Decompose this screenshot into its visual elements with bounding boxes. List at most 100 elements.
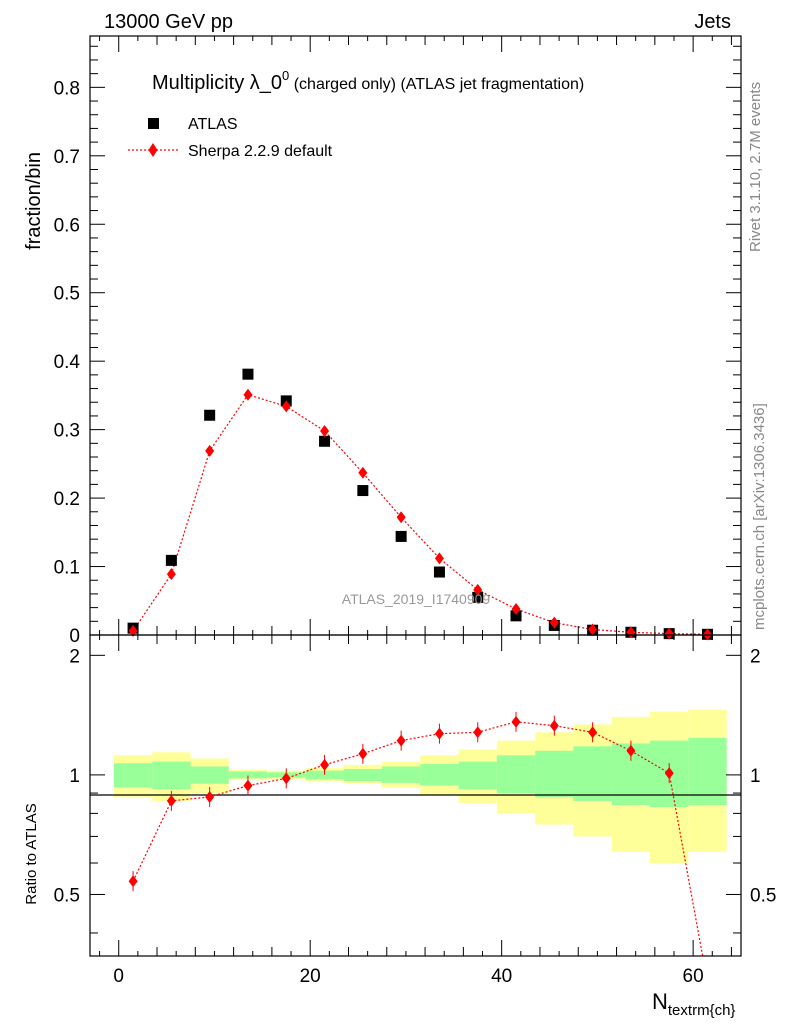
chart-title: Multiplicity λ_00 (charged only) (ATLAS … xyxy=(152,68,584,94)
ratio-mc-series xyxy=(128,711,704,956)
x-tick-label: 0 xyxy=(113,966,124,987)
data-point xyxy=(433,566,445,578)
mc-point xyxy=(128,624,138,637)
band-inner-bin xyxy=(190,766,229,784)
data-point xyxy=(472,591,484,603)
mc-point xyxy=(320,424,330,437)
data-point xyxy=(319,435,331,447)
band-inner-bin xyxy=(573,746,612,801)
chart-title-suffix: (charged only) (ATLAS jet fragmentation) xyxy=(289,76,584,93)
main-y-axis-label: fraction/bin xyxy=(23,152,45,250)
y-tick-label: 0.5 xyxy=(54,284,80,305)
mc-point xyxy=(358,466,368,479)
rivet-version-label: Rivet 3.1.10, 2.7M events xyxy=(747,82,764,252)
band-inner-bin xyxy=(535,750,574,797)
ratio-mc-point xyxy=(166,794,176,807)
chart-title-superscript: 0 xyxy=(282,68,289,83)
main-panel: ATLAS_2019_I1740909 00.10.20.30.40.50.60… xyxy=(23,35,742,647)
legend-sherpa-label: Sherpa 2.2.9 default xyxy=(188,143,333,160)
band-inner-bin xyxy=(381,766,421,783)
main-axis-ticks xyxy=(90,36,741,636)
mc-series-line xyxy=(132,393,708,635)
mc-point xyxy=(205,444,215,457)
band-inner-bin xyxy=(343,768,382,782)
y-tick-label: 0.1 xyxy=(54,558,80,579)
y-tick-label: 0.6 xyxy=(54,215,80,236)
ratio-y-tick-label-right: 2 xyxy=(750,646,761,667)
data-point xyxy=(395,530,407,542)
x-axis-label-subscript: textrm{ch} xyxy=(668,1002,736,1019)
x-tick-labels: 0 20 40 60 xyxy=(113,966,703,987)
ratio-mc-point xyxy=(626,744,636,757)
analysis-watermark: ATLAS_2019_I1740909 xyxy=(342,591,491,607)
ratio-y-tick-label-left: 1 xyxy=(69,766,80,787)
mc-point xyxy=(166,568,176,581)
data-point xyxy=(165,554,177,566)
x-tick-label: 40 xyxy=(491,966,512,987)
ratio-y-axis-label: Ratio to ATLAS xyxy=(23,803,40,904)
ratio-mc-point xyxy=(128,875,138,888)
main-mc-markers xyxy=(128,388,712,641)
legend-sherpa-marker xyxy=(148,143,158,157)
mc-point xyxy=(664,627,674,640)
y-tick-label: 0 xyxy=(69,626,80,647)
ratio-frame xyxy=(89,634,742,957)
mc-point xyxy=(549,616,559,629)
ratio-y-tick-label-left: 2 xyxy=(69,646,80,667)
main-y-tick-labels: 0 0.1 0.2 0.3 0.4 0.5 0.6 0.7 0.8 xyxy=(54,78,81,647)
band-inner-bin xyxy=(113,763,153,788)
band-inner-bin xyxy=(496,755,536,794)
mcplots-label: mcplots.cern.ch [arXiv:1306.3436] xyxy=(751,403,768,630)
ratio-mc-point xyxy=(320,758,330,771)
band-inner-bin xyxy=(420,764,459,786)
ratio-mc-point xyxy=(588,726,598,739)
ratio-panel: 0.5 0.5 1 1 2 2 0 20 40 60 Ratio to ATLAS Ntextr… xyxy=(23,634,777,1019)
ratio-mc-point xyxy=(511,715,521,728)
mc-point xyxy=(243,388,253,401)
y-tick-label: 0.4 xyxy=(54,352,81,373)
legend-atlas-label: ATLAS xyxy=(188,116,238,133)
mc-point xyxy=(511,602,521,615)
data-point xyxy=(242,368,254,380)
mc-point xyxy=(434,552,444,565)
ratio-band-inner xyxy=(113,737,727,808)
x-axis-label: Ntextrm{ch} xyxy=(652,989,735,1019)
ratio-mc-point xyxy=(243,779,253,792)
band-inner-bin xyxy=(152,761,191,790)
mc-point xyxy=(473,583,483,596)
ratio-mc-point xyxy=(358,747,368,760)
legend-atlas-marker xyxy=(148,118,159,129)
ratio-y-tick-label-right: 1 xyxy=(750,766,761,787)
band-inner-bin xyxy=(305,770,344,780)
mc-point xyxy=(281,400,291,413)
y-tick-label: 0.3 xyxy=(54,421,80,442)
x-tick-label: 60 xyxy=(683,966,704,987)
data-point xyxy=(510,610,522,622)
mc-point xyxy=(396,511,406,524)
ratio-y-tick-labels: 0.5 0.5 1 1 2 2 xyxy=(54,646,777,906)
ratio-mc-point xyxy=(281,772,291,785)
ratio-mc-point xyxy=(205,790,215,803)
main-mc-series xyxy=(132,393,708,635)
ratio-mc-point xyxy=(434,727,444,740)
ratio-mc-point xyxy=(549,719,559,732)
y-tick-label: 0.8 xyxy=(54,78,80,99)
chart-title-main: Multiplicity λ_0 xyxy=(152,72,282,94)
header-left-label: 13000 GeV pp xyxy=(104,11,233,33)
band-inner-bin xyxy=(458,761,497,790)
ratio-y-tick-label-right: 0.5 xyxy=(750,885,776,906)
y-tick-label: 0.2 xyxy=(54,489,80,510)
ratio-mc-point xyxy=(473,726,483,739)
ratio-mc-point xyxy=(396,734,406,747)
header-right-label: Jets xyxy=(694,11,731,33)
data-point xyxy=(357,485,369,497)
legend: ATLAS Sherpa 2.2.9 default xyxy=(128,116,333,160)
mc-point xyxy=(588,623,598,636)
band-inner-bin xyxy=(228,771,268,779)
ratio-axis-ticks xyxy=(90,635,741,956)
band-inner-bin xyxy=(688,737,727,805)
mc-point xyxy=(702,628,712,641)
y-tick-label: 0.7 xyxy=(54,147,80,168)
x-tick-label: 20 xyxy=(300,966,321,987)
